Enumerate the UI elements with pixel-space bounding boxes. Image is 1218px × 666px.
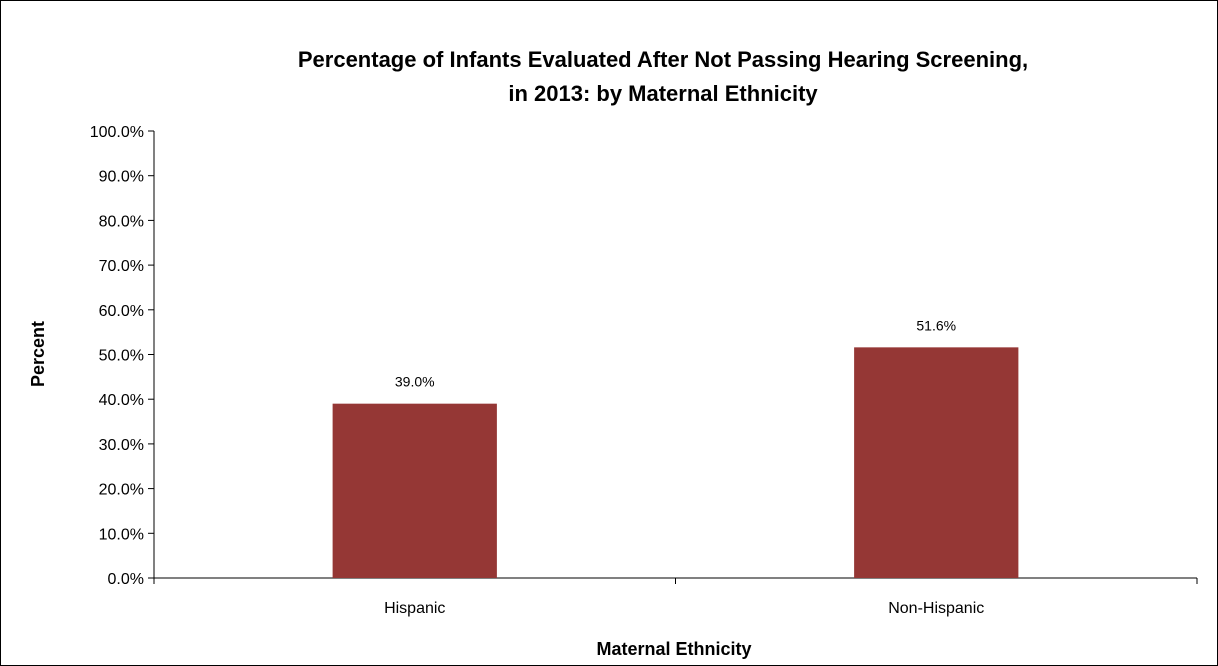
x-tick-label: Non-Hispanic [888, 600, 984, 617]
y-tick-label: 80.0% [99, 213, 144, 230]
x-axis-title: Maternal Ethnicity [596, 639, 751, 659]
chart-subtitle: in 2013: by Maternal Ethnicity [508, 81, 818, 106]
chart-title: Percentage of Infants Evaluated After No… [298, 47, 1028, 72]
bar-non-hispanic [854, 347, 1019, 578]
y-tick-label: 10.0% [99, 526, 144, 543]
y-tick-label: 40.0% [99, 392, 144, 409]
data-label: 51.6% [916, 317, 956, 333]
y-tick-label: 0.0% [108, 571, 144, 588]
y-tick-label: 20.0% [99, 482, 144, 499]
plot-area: 0.0% 10.0% 20.0% 30.0% 40.0% 50.0% 60.0% 70.0% 8… [90, 124, 1198, 617]
y-tick-label: 30.0% [99, 437, 144, 454]
y-tick-label: 50.0% [99, 348, 144, 365]
y-tick-label: 90.0% [99, 169, 144, 186]
bar-hispanic [332, 403, 497, 578]
y-tick-label: 70.0% [99, 258, 144, 275]
y-tick-label: 100.0% [90, 124, 144, 141]
y-tick-label: 60.0% [99, 303, 144, 320]
data-label: 39.0% [395, 374, 435, 390]
y-axis-title: Percent [28, 321, 48, 387]
x-tick-label: Hispanic [384, 600, 445, 617]
